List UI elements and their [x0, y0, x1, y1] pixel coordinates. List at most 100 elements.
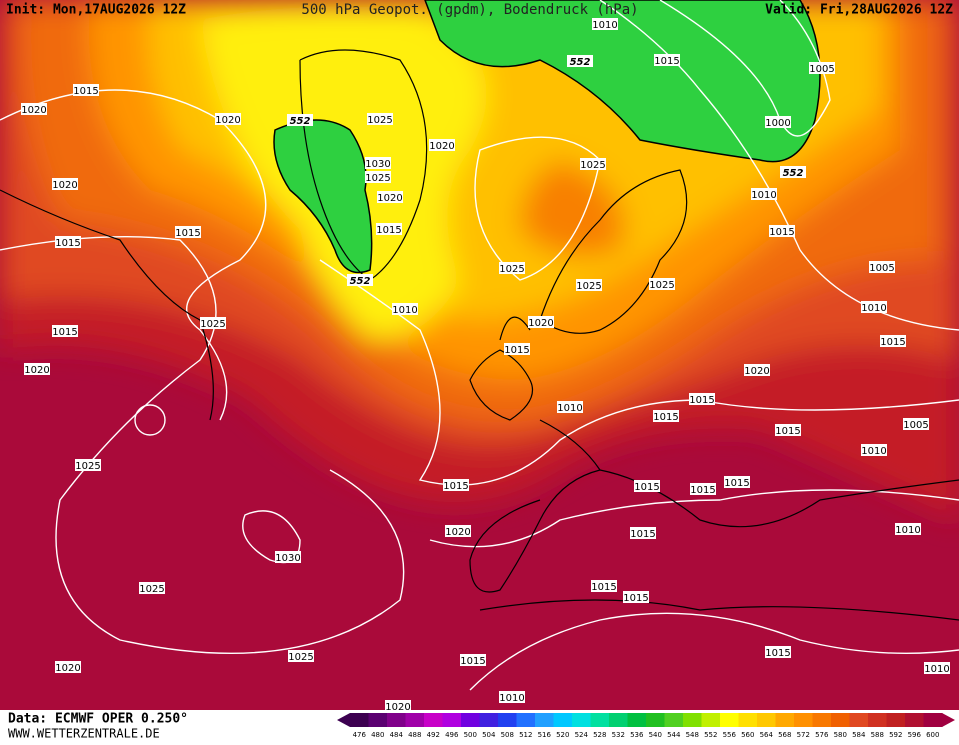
field [0, 0, 959, 710]
label-text: 1015 [769, 227, 794, 238]
label-box [460, 654, 486, 666]
label-text: 1015 [460, 656, 485, 667]
label-box [576, 279, 602, 291]
label-box [895, 523, 921, 535]
label-box [689, 393, 715, 405]
isobar-label: 1020 [385, 700, 411, 713]
label-box [690, 483, 716, 495]
colorbar-label: 584 [852, 731, 866, 739]
label-box [215, 113, 241, 125]
init-time: Init: Mon,17AUG2026 12Z [6, 3, 186, 18]
colorbar-label: 572 [797, 731, 810, 739]
color-swatch [905, 713, 924, 727]
colorbar-label: 540 [649, 731, 662, 739]
isobar-label: 1015 [724, 476, 750, 489]
colorbar-label: 596 [908, 731, 922, 739]
colorbar-label: 532 [612, 731, 625, 739]
isobar-label: 552 [347, 274, 373, 287]
label-box [903, 418, 929, 430]
isobars [0, 0, 959, 691]
label-box [744, 364, 770, 376]
isobar-label: 1010 [499, 691, 525, 704]
colorbar-label: 556 [723, 731, 737, 739]
isobar-label: 1015 [73, 84, 99, 97]
colorbar-arrow [942, 713, 955, 727]
isobar-label: 1005 [869, 261, 895, 274]
label-text: 1015 [175, 228, 200, 239]
label-box [769, 225, 795, 237]
label-box [287, 114, 313, 126]
isobar-label: 1030 [275, 551, 301, 564]
colorbar-label: 480 [371, 731, 384, 739]
colorbar-label: 552 [704, 731, 717, 739]
isobar-label: 1020 [445, 525, 471, 538]
isobar-label: 1020 [744, 364, 770, 377]
isobar-label: 1020 [55, 661, 81, 674]
isobar-label: 1010 [924, 662, 950, 675]
label-text: 1015 [630, 529, 655, 540]
label-text: 1020 [744, 366, 769, 377]
label-text: 1015 [775, 426, 800, 437]
label-box [73, 84, 99, 96]
label-box [377, 191, 403, 203]
label-text: 1030 [365, 159, 390, 170]
color-swatch [498, 713, 517, 727]
label-text: 1025 [499, 264, 524, 275]
isobar-label: 1015 [880, 335, 906, 348]
label-box [880, 335, 906, 347]
color-swatch [350, 713, 369, 727]
label-box [861, 301, 887, 313]
isobar-label: 1015 [690, 483, 716, 496]
color-swatch [405, 713, 425, 727]
colorbar-label: 568 [778, 731, 791, 739]
isobar-label: 1015 [653, 410, 679, 423]
isobar-label: 1025 [200, 317, 226, 330]
label-text: 1015 [634, 482, 659, 493]
label-text: 1025 [139, 584, 164, 595]
label-text: 552 [570, 57, 591, 68]
isobar-label: 1020 [429, 139, 455, 152]
label-box [528, 316, 554, 328]
isobar-label: 1015 [52, 325, 78, 338]
isobar-label: 1025 [75, 459, 101, 472]
colorbar-label: 600 [926, 731, 939, 739]
label-text: 1020 [52, 180, 77, 191]
isobar-label: 1005 [903, 418, 929, 431]
isobar-label: 1015 [630, 527, 656, 540]
label-text: 1005 [869, 263, 894, 274]
isobar-label: 1025 [649, 278, 675, 291]
isobar-label: 1020 [377, 191, 403, 204]
isobar-label: 1010 [557, 401, 583, 414]
colorbar-label: 520 [556, 731, 569, 739]
colorbar-label: 580 [834, 731, 847, 739]
label-box [52, 178, 78, 190]
label-box [634, 480, 660, 492]
valid-time: Valid: Fri,28AUG2026 12Z [765, 3, 953, 18]
label-box [591, 580, 617, 592]
label-text: 1015 [653, 412, 678, 423]
colorbar-label: 588 [871, 731, 884, 739]
label-text: 1020 [24, 365, 49, 376]
label-text: 1025 [365, 173, 390, 184]
label-text: 1025 [576, 281, 601, 292]
color-swatch [720, 713, 739, 727]
isobar-label: 1010 [895, 523, 921, 536]
label-text: 1015 [654, 56, 679, 67]
colorbar-label: 576 [815, 731, 829, 739]
colorbar-label: 512 [519, 731, 532, 739]
isobar-label: 1020 [24, 363, 50, 376]
label-box [429, 139, 455, 151]
label-box [557, 401, 583, 413]
label-text: 1010 [592, 20, 617, 31]
colorbar-label: 516 [538, 731, 552, 739]
label-text: 1015 [690, 485, 715, 496]
isobar-label: 1010 [861, 444, 887, 457]
isobar-label: 1015 [460, 654, 486, 667]
label-box [392, 303, 418, 315]
isobar-label: 1005 [809, 62, 835, 75]
color-swatch [683, 713, 702, 727]
label-box [24, 363, 50, 375]
isobar-label: 1030 [365, 157, 391, 170]
isobar-label: 1010 [592, 18, 618, 31]
label-text: 1005 [809, 64, 834, 75]
